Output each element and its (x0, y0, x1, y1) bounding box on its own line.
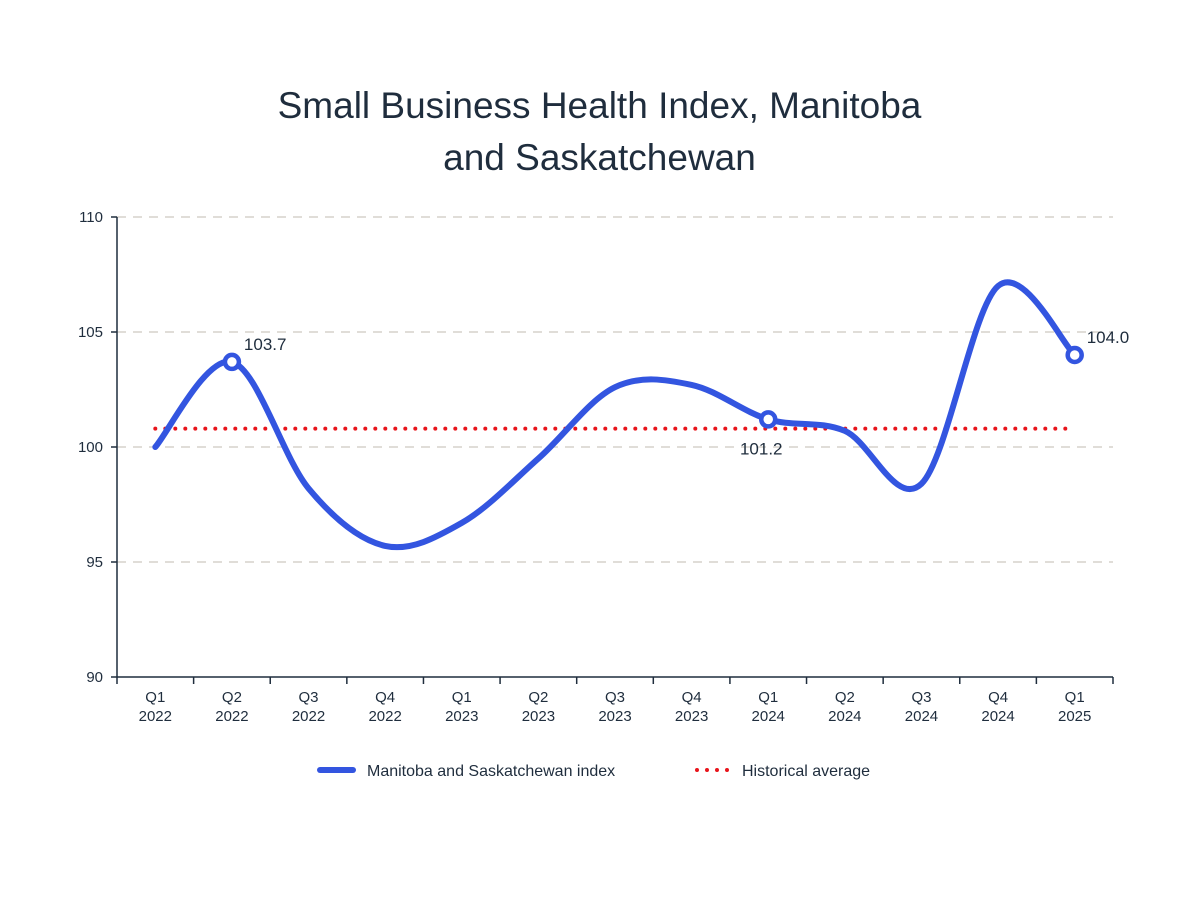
y-tick-label: 100 (78, 439, 103, 456)
x-tick-label-year: 2022 (292, 708, 325, 725)
data-label: 101.2 (740, 439, 783, 458)
x-tick-label-quarter: Q1 (1065, 689, 1085, 706)
x-tick-label-year: 2022 (368, 708, 401, 725)
x-tick-label-quarter: Q1 (758, 689, 778, 706)
y-tick-label: 90 (86, 669, 103, 686)
y-tick-label: 110 (79, 209, 103, 226)
legend-label-index: Manitoba and Saskatchewan index (367, 763, 615, 780)
x-tick-label-quarter: Q1 (145, 689, 165, 706)
x-tick-label-quarter: Q4 (988, 689, 1008, 706)
x-tick-label-quarter: Q2 (222, 689, 242, 706)
x-tick-label-quarter: Q3 (299, 689, 319, 706)
chart-title-line-2: and Saskatchewan (443, 137, 756, 178)
x-tick-label-year: 2022 (139, 708, 172, 725)
x-tick-label-year: 2025 (1058, 708, 1091, 725)
data-label: 104.0 (1087, 328, 1130, 347)
chart-title: Small Business Health Index, Manitoba an… (0, 80, 1199, 184)
legend-label-average: Historical average (742, 763, 870, 780)
x-tick-label-quarter: Q4 (682, 689, 702, 706)
y-tick-label: 95 (86, 554, 103, 571)
x-tick-label-year: 2023 (445, 708, 478, 725)
x-tick-label-year: 2023 (598, 708, 631, 725)
x-tick-label-quarter: Q1 (452, 689, 472, 706)
x-tick-label-year: 2024 (752, 708, 785, 725)
x-tick-label-quarter: Q3 (911, 689, 931, 706)
x-tick-label-year: 2024 (981, 708, 1014, 725)
x-tick-label-quarter: Q2 (528, 689, 548, 706)
data-point-marker (758, 410, 778, 429)
x-tick-label-year: 2023 (522, 708, 555, 725)
index-line (152, 279, 1078, 551)
x-tick-label-year: 2024 (828, 708, 861, 725)
x-tick-label-year: 2024 (905, 708, 938, 725)
x-tick-label-quarter: Q4 (375, 689, 395, 706)
x-tick-label-quarter: Q3 (605, 689, 625, 706)
data-label: 103.7 (244, 335, 287, 354)
data-point-marker (222, 352, 242, 372)
x-tick-label-quarter: Q2 (835, 689, 855, 706)
chart-title-line-1: Small Business Health Index, Manitoba (277, 85, 922, 126)
data-point-marker (1065, 345, 1084, 365)
y-tick-label: 105 (78, 324, 103, 341)
x-tick-label-year: 2022 (215, 708, 248, 725)
x-tick-label-year: 2023 (675, 708, 708, 725)
